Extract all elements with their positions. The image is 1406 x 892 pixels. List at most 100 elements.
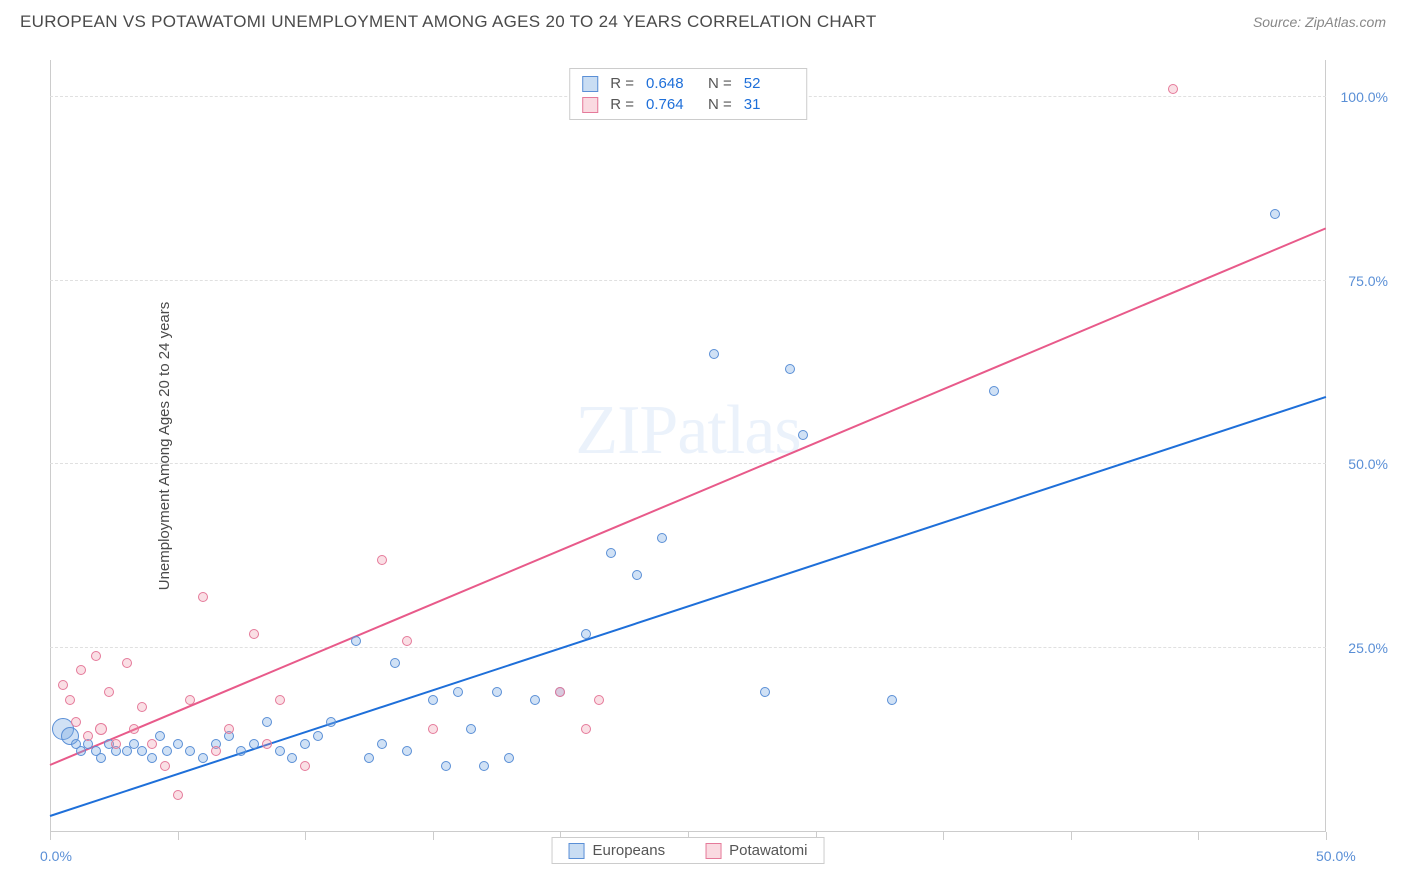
data-point-europeans [1270, 209, 1280, 219]
data-point-potawatomi [581, 724, 591, 734]
n-value: 52 [744, 75, 794, 92]
x-tick-mark [305, 832, 306, 840]
y-tick-label: 100.0% [1341, 89, 1388, 105]
chart-title: EUROPEAN VS POTAWATOMI UNEMPLOYMENT AMON… [20, 12, 877, 32]
correlation-stats-box: R = 0.648 N = 52 R = 0.764 N = 31 [569, 68, 807, 120]
data-point-potawatomi [58, 680, 68, 690]
data-point-potawatomi [173, 790, 183, 800]
data-point-europeans [300, 739, 310, 749]
data-point-potawatomi [185, 695, 195, 705]
data-point-europeans [466, 724, 476, 734]
r-label: R = [610, 75, 634, 92]
x-tick-mark [50, 832, 51, 840]
x-tick-mark [1071, 832, 1072, 840]
data-point-potawatomi [83, 731, 93, 741]
data-point-europeans [287, 753, 297, 763]
scatter-plot: ZIPatlas 25.0%50.0%75.0%100.0%0.0%50.0%R… [50, 60, 1326, 832]
data-point-europeans [798, 430, 808, 440]
data-point-europeans [326, 717, 336, 727]
gridline-h [50, 463, 1326, 464]
stats-row: R = 0.764 N = 31 [582, 94, 794, 115]
series-swatch-icon [582, 97, 598, 113]
data-point-potawatomi [198, 592, 208, 602]
data-point-europeans [236, 746, 246, 756]
data-point-potawatomi [137, 702, 147, 712]
data-point-europeans [989, 386, 999, 396]
data-point-europeans [887, 695, 897, 705]
y-axis-line [50, 60, 51, 832]
x-tick-mark [1326, 832, 1327, 840]
data-point-potawatomi [594, 695, 604, 705]
data-point-europeans [185, 746, 195, 756]
data-point-potawatomi [1168, 84, 1178, 94]
source-attribution: Source: ZipAtlas.com [1253, 14, 1386, 30]
data-point-europeans [441, 761, 451, 771]
legend-label: Potawatomi [729, 842, 807, 859]
data-point-europeans [390, 658, 400, 668]
data-point-europeans [785, 364, 795, 374]
data-point-potawatomi [122, 658, 132, 668]
data-point-europeans [632, 570, 642, 580]
n-label: N = [708, 96, 732, 113]
data-point-europeans [198, 753, 208, 763]
data-point-europeans [530, 695, 540, 705]
data-point-europeans [249, 739, 259, 749]
data-point-europeans [581, 629, 591, 639]
data-point-europeans [275, 746, 285, 756]
data-point-potawatomi [65, 695, 75, 705]
data-point-potawatomi [224, 724, 234, 734]
data-point-europeans [377, 739, 387, 749]
x-tick-label: 50.0% [1316, 848, 1356, 864]
legend-swatch-icon [569, 843, 585, 859]
data-point-europeans [657, 533, 667, 543]
stats-row: R =0.648N =52 [582, 73, 794, 94]
data-point-potawatomi [104, 687, 114, 697]
data-point-europeans [262, 717, 272, 727]
data-point-potawatomi [300, 761, 310, 771]
data-point-potawatomi [71, 717, 81, 727]
data-point-potawatomi [147, 739, 157, 749]
r-label: R = [610, 96, 634, 113]
data-point-europeans [313, 731, 323, 741]
data-point-potawatomi [129, 724, 139, 734]
series-swatch-icon [582, 76, 598, 92]
data-point-europeans [453, 687, 463, 697]
n-value: 31 [744, 96, 794, 113]
gridline-h [50, 280, 1326, 281]
data-point-europeans [402, 746, 412, 756]
data-point-potawatomi [160, 761, 170, 771]
series-legend: Europeans Potawatomi [552, 837, 825, 864]
watermark: ZIPatlas [575, 391, 800, 471]
data-point-europeans [364, 753, 374, 763]
data-point-potawatomi [377, 555, 387, 565]
x-tick-mark [178, 832, 179, 840]
data-point-potawatomi [91, 651, 101, 661]
data-point-potawatomi [402, 636, 412, 646]
data-point-potawatomi [428, 724, 438, 734]
data-point-potawatomi [111, 739, 121, 749]
legend-swatch-icon [705, 843, 721, 859]
r-value: 0.648 [646, 75, 696, 92]
x-tick-mark [433, 832, 434, 840]
data-point-europeans [606, 548, 616, 558]
y-tick-label: 75.0% [1348, 273, 1388, 289]
data-point-potawatomi [211, 746, 221, 756]
data-point-europeans [155, 731, 165, 741]
data-point-potawatomi [76, 665, 86, 675]
r-value: 0.764 [646, 96, 696, 113]
data-point-potawatomi [249, 629, 259, 639]
data-point-potawatomi [555, 687, 565, 697]
legend-label: Europeans [593, 842, 666, 859]
legend-item: Europeans [569, 842, 666, 859]
y-tick-label: 50.0% [1348, 456, 1388, 472]
chart-area: Unemployment Among Ages 20 to 24 years Z… [50, 60, 1326, 832]
data-point-europeans [504, 753, 514, 763]
x-tick-mark [1198, 832, 1199, 840]
trend-line-potawatomi [50, 227, 1327, 766]
x-tick-label: 0.0% [40, 848, 72, 864]
data-point-europeans [137, 746, 147, 756]
data-point-europeans [351, 636, 361, 646]
data-point-potawatomi [275, 695, 285, 705]
data-point-europeans [147, 753, 157, 763]
data-point-europeans [428, 695, 438, 705]
